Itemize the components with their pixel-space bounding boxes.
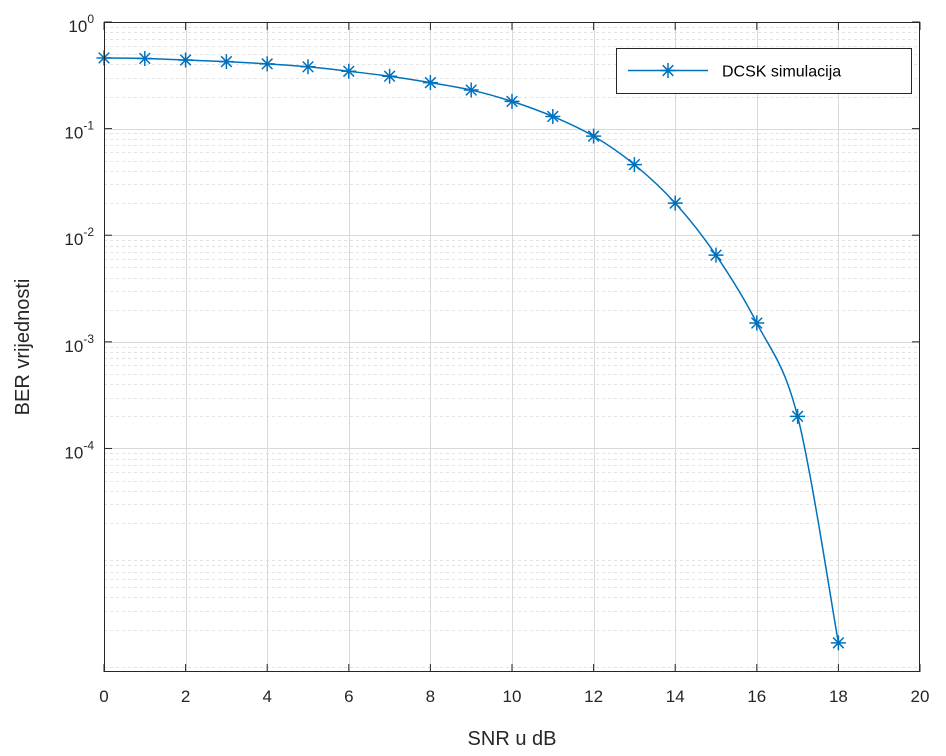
legend-marker-asterisk <box>660 63 676 78</box>
x-tick-label: 14 <box>666 687 685 706</box>
data-point-marker <box>545 108 561 124</box>
data-point-marker <box>790 408 806 424</box>
grid <box>104 22 920 672</box>
x-tick-label: 12 <box>584 687 603 706</box>
data-point-marker <box>300 59 316 75</box>
y-axis-label: BER vrijednosti <box>12 279 34 416</box>
x-tick-label: 2 <box>181 687 190 706</box>
legend: DCSK simulacija <box>616 48 912 94</box>
data-point-marker <box>422 75 438 91</box>
y-tick-label: 10-4 <box>64 438 94 462</box>
data-point-marker <box>667 195 683 211</box>
data-point-marker <box>218 54 234 70</box>
y-axis: 100 10-1 10-2 10-3 10-4 <box>64 12 920 462</box>
data-point-marker <box>749 315 765 331</box>
y-tick-label: 10-2 <box>64 225 94 249</box>
x-tick-label: 0 <box>99 687 108 706</box>
x-axis-label: SNR u dB <box>468 728 557 750</box>
data-point-marker <box>382 68 398 84</box>
data-point-marker <box>586 128 602 144</box>
x-tick-label: 10 <box>503 687 522 706</box>
data-point-marker <box>708 247 724 263</box>
data-point-marker <box>626 157 642 173</box>
x-axis: 0 2 4 6 8 10 12 14 16 18 20 <box>99 22 929 706</box>
data-point-marker <box>259 56 275 72</box>
y-tick-label: 10-1 <box>64 119 94 143</box>
x-tick-label: 18 <box>829 687 848 706</box>
x-tick-label: 16 <box>747 687 766 706</box>
x-tick-label: 6 <box>344 687 353 706</box>
data-point-marker <box>830 635 846 651</box>
x-tick-label: 4 <box>262 687 271 706</box>
y-tick-label: 100 <box>68 12 94 36</box>
data-point-marker <box>178 52 194 68</box>
data-point-marker <box>504 93 520 109</box>
x-tick-label: 20 <box>911 687 930 706</box>
legend-entry-label: DCSK simulacija <box>722 64 841 81</box>
x-tick-label: 8 <box>426 687 435 706</box>
data-point-marker <box>341 63 357 79</box>
data-point-marker <box>137 50 153 66</box>
y-tick-label: 10-3 <box>64 332 94 356</box>
data-point-marker <box>463 82 479 98</box>
